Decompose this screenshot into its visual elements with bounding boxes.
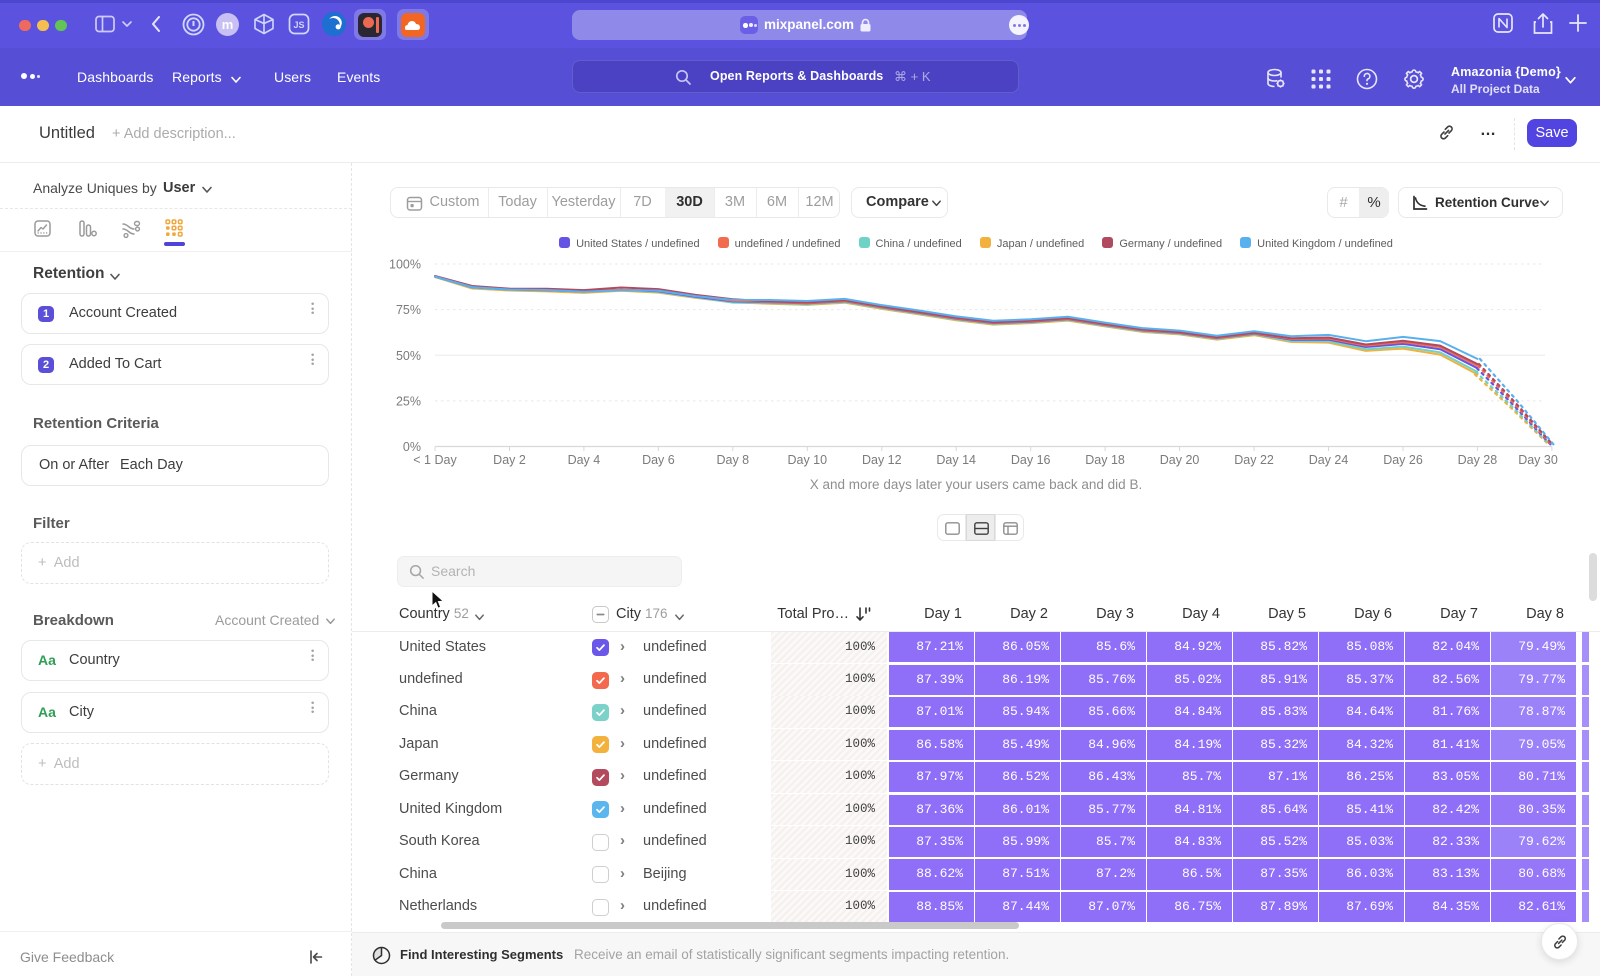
svg-text:25%: 25%: [396, 394, 421, 408]
svg-text:100%: 100%: [389, 258, 421, 272]
svg-text:JS: JS: [293, 20, 304, 30]
svg-text:Day 26: Day 26: [1383, 453, 1423, 467]
svg-text:0%: 0%: [403, 440, 421, 454]
svg-text:50%: 50%: [396, 349, 421, 363]
svg-text:Day 28: Day 28: [1458, 453, 1498, 467]
svg-text:75%: 75%: [396, 303, 421, 317]
svg-text:< 1 Day: < 1 Day: [413, 453, 457, 467]
svg-text:Day 24: Day 24: [1309, 453, 1349, 467]
svg-text:Day 22: Day 22: [1234, 453, 1274, 467]
svg-text:Day 30: Day 30: [1518, 453, 1558, 467]
svg-text:Day 10: Day 10: [787, 453, 827, 467]
svg-text:Day 12: Day 12: [862, 453, 902, 467]
svg-text:Day 14: Day 14: [936, 453, 976, 467]
svg-text:Day 4: Day 4: [568, 453, 601, 467]
svg-text:Day 20: Day 20: [1160, 453, 1200, 467]
svg-text:Day 2: Day 2: [493, 453, 526, 467]
svg-text:Day 18: Day 18: [1085, 453, 1125, 467]
svg-text:Day 16: Day 16: [1011, 453, 1051, 467]
svg-text:Day 8: Day 8: [716, 453, 749, 467]
svg-text:Day 6: Day 6: [642, 453, 675, 467]
